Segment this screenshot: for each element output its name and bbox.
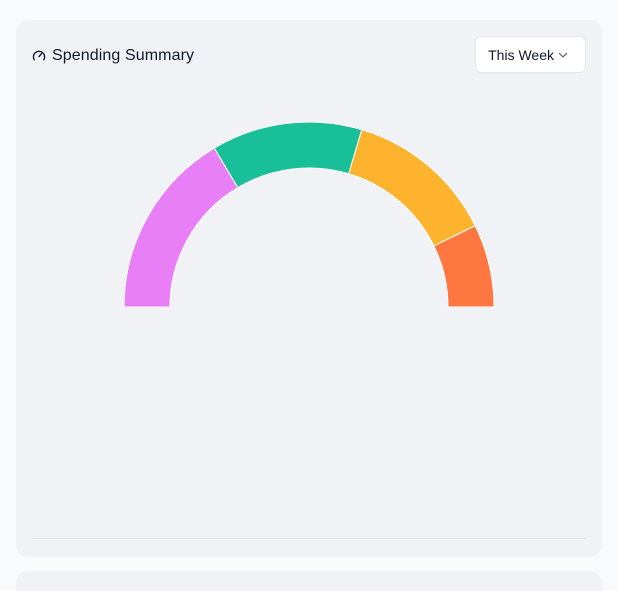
card-divider	[32, 538, 586, 539]
card-title-group: Spending Summary	[32, 36, 194, 76]
card-title: Spending Summary	[52, 47, 195, 64]
chevron-down-icon	[558, 52, 568, 58]
spending-half-donut-chart	[123, 121, 495, 308]
period-dropdown[interactable]: This Week	[475, 36, 586, 73]
donut-segment-4[interactable]	[433, 225, 495, 308]
gauge-icon	[32, 50, 46, 61]
period-dropdown-value: This Week	[488, 46, 554, 63]
card-header: Spending Summary This Week	[32, 36, 586, 76]
spending-summary-card: Spending Summary This Week	[16, 20, 602, 557]
next-card-edge	[16, 571, 602, 591]
donut-segment-2[interactable]	[213, 121, 363, 189]
donut-segment-1[interactable]	[123, 147, 239, 308]
donut-segment-3[interactable]	[348, 129, 476, 247]
